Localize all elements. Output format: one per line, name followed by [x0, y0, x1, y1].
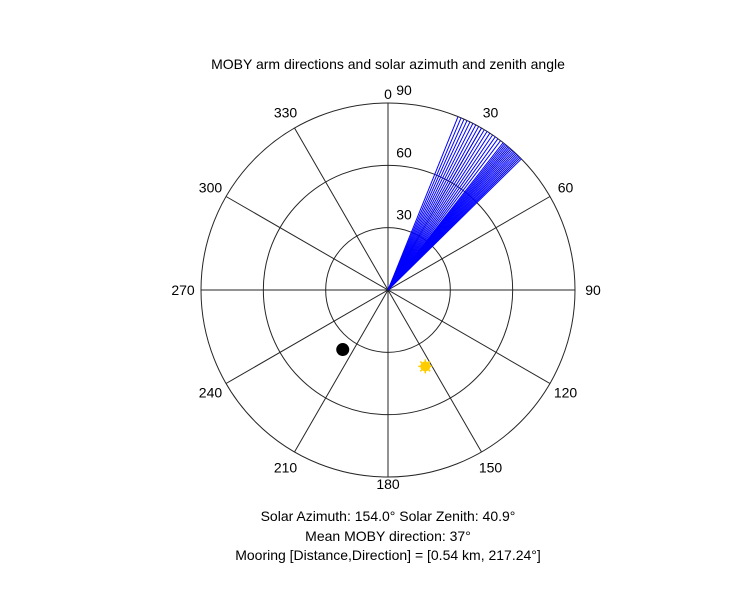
mooring-marker [336, 343, 350, 357]
sun-marker [418, 359, 433, 374]
moby-arm-line-14 [387, 138, 499, 291]
moby-arm-line-5 [387, 123, 474, 291]
theta-tick-label-0: 0 [384, 86, 392, 102]
theta-tick-label-120: 120 [554, 385, 578, 401]
moby-arm-line-9 [387, 129, 485, 291]
theta-tick-label-30: 30 [483, 104, 499, 120]
theta-tick-label-330: 330 [274, 104, 298, 120]
polar-labels: 0 30 60 90 120 150 180 210 240 270 300 330 30 60 90 [171, 82, 601, 492]
moby-arm-line-10 [387, 131, 488, 291]
r-tick-label-90: 90 [396, 82, 412, 98]
theta-tick-label-270: 270 [171, 282, 195, 298]
theta-tick-label-210: 210 [274, 460, 298, 476]
moby-arm-line-3 [387, 120, 468, 291]
moby-arm-line-4 [387, 121, 471, 291]
moby-arm-line-31 [387, 158, 522, 291]
moby-arm-line-1 [387, 117, 462, 291]
solar-caption: Solar Azimuth: 154.0° Solar Zenith: 40.9… [260, 508, 516, 524]
moby-arm-line-8 [387, 127, 482, 291]
theta-tick-label-90: 90 [585, 282, 601, 298]
r-tick-label-60: 60 [396, 144, 412, 160]
theta-tick-label-240: 240 [199, 385, 223, 401]
chart-title: MOBY arm directions and solar azimuth an… [211, 56, 565, 72]
moby-arm-line-11 [387, 132, 491, 291]
theta-tick-label-300: 300 [199, 180, 223, 196]
mean-direction-caption: Mean MOBY direction: 37° [305, 528, 471, 544]
theta-tick-label-180: 180 [376, 476, 400, 492]
ring-60 [262, 164, 514, 416]
ring-90 [200, 102, 576, 478]
theta-tick-label-150: 150 [479, 460, 503, 476]
moby-arm-line-13 [387, 136, 496, 291]
moby-arm-line-7 [387, 126, 480, 291]
moby-arm-line-15 [387, 140, 501, 291]
sun-disc [420, 361, 431, 372]
moby-arm-line-6 [387, 124, 477, 291]
polar-series [336, 116, 522, 374]
r-tick-label-30: 30 [396, 207, 412, 223]
moby-arm-line-0 [387, 116, 459, 291]
moby-arm-line-2 [387, 118, 465, 291]
theta-tick-label-60: 60 [558, 180, 574, 196]
ring-30 [325, 227, 451, 353]
moby-arm-line-12 [387, 134, 493, 291]
mooring-caption: Mooring [Distance,Direction] = [0.54 km,… [235, 547, 541, 563]
